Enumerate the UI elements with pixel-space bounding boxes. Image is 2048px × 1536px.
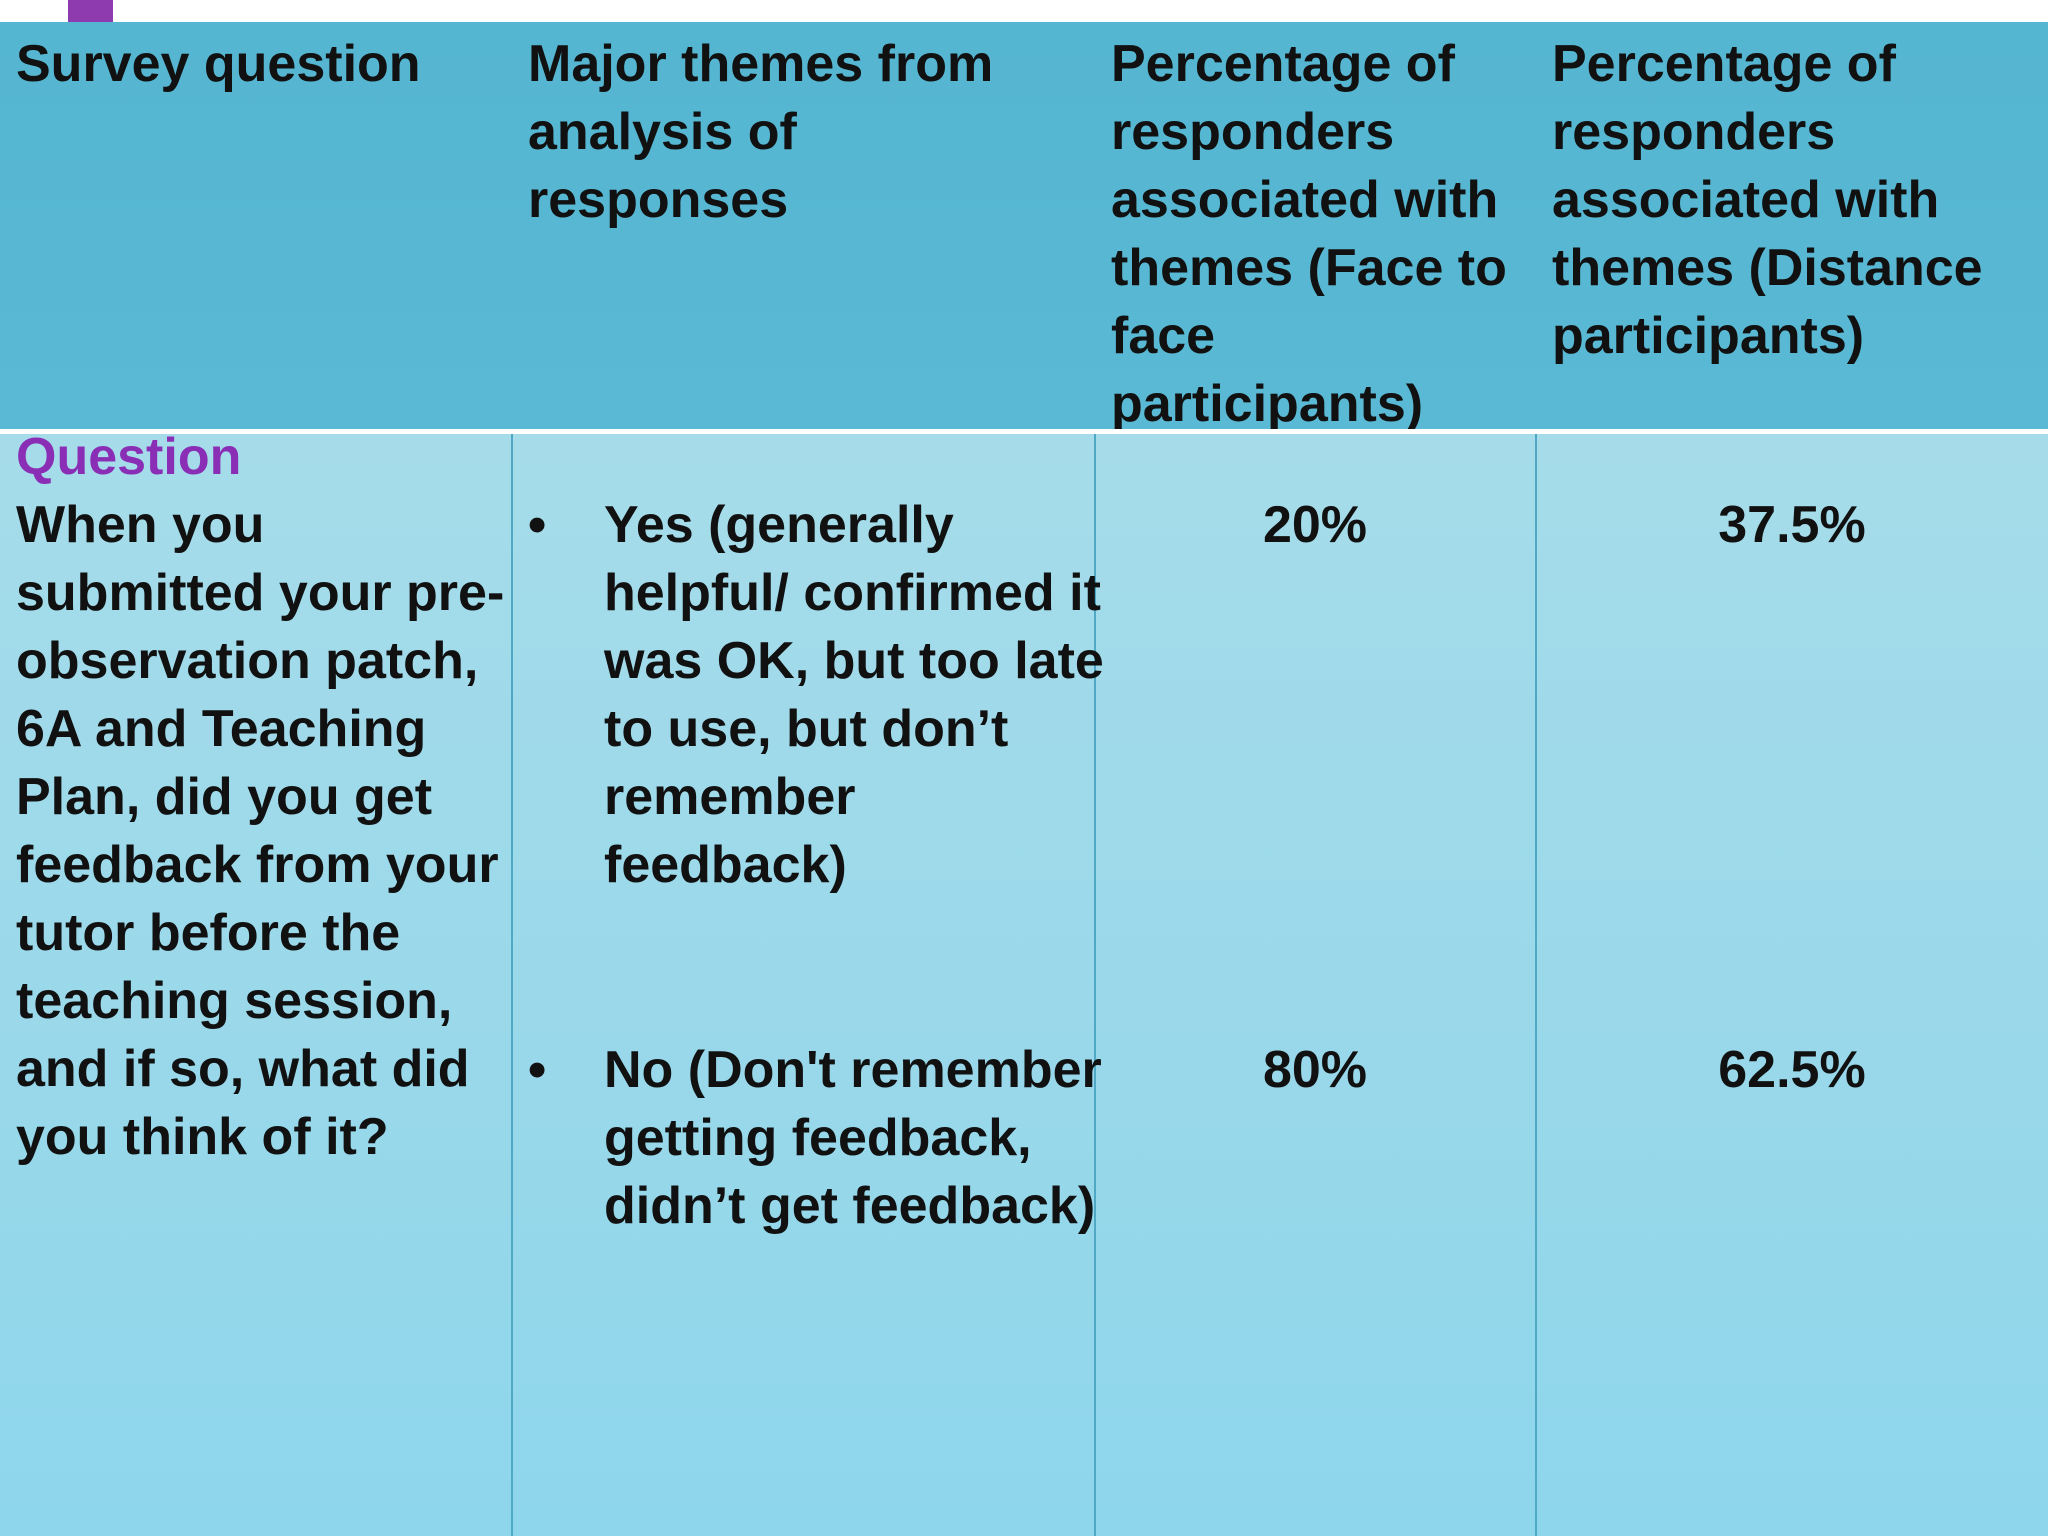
theme-text: No (Don't remember getting feedback, did… [604,1041,1102,1235]
column-divider [1094,434,1096,1536]
header-major-themes: Major themes from analysis of responses [528,35,994,229]
percentage-distance-yes: 37.5% [1718,496,1866,554]
column-divider [511,434,513,1536]
survey-results-table: Survey question Major themes from analys… [0,22,2048,1536]
slide-top-strip [0,0,2048,22]
bullet-icon: • [528,496,547,554]
theme-text: Yes (generally helpful/ confirmed it was… [604,496,1104,894]
column-divider [1535,434,1537,1536]
header-divider [0,429,2048,434]
bullet-icon: • [528,1041,547,1099]
percentage-distance-no: 62.5% [1718,1041,1866,1099]
header-survey-question: Survey question [16,35,421,93]
question-label: Question [16,428,242,486]
header-percentage-distance: Percentage of responders associated with… [1552,35,1983,365]
slide-accent-mark [68,0,113,22]
question-text: When you submitted your pre-observation … [16,496,505,1166]
percentage-face-to-face-no: 80% [1262,1041,1368,1099]
header-percentage-face-to-face: Percentage of responders associated with… [1111,35,1507,433]
percentage-face-to-face-yes: 20% [1262,496,1368,554]
table-header-row: Survey question Major themes from analys… [0,22,2048,433]
table-body-row [0,434,2048,1536]
